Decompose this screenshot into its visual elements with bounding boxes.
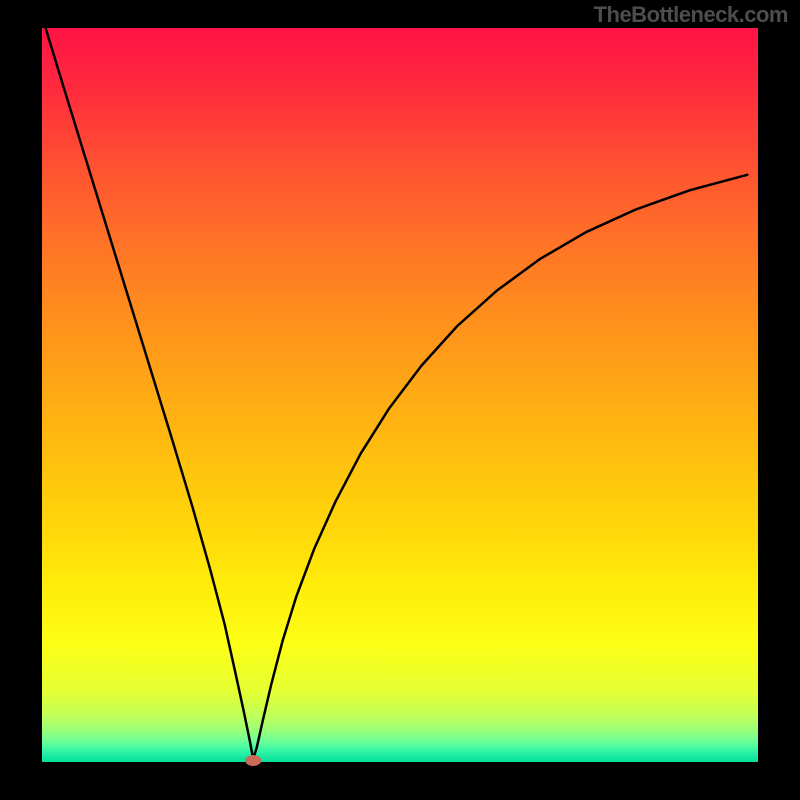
minimum-marker — [245, 755, 261, 766]
bottleneck-chart — [0, 0, 800, 800]
watermark-text: TheBottleneck.com — [594, 2, 788, 28]
chart-stage: TheBottleneck.com — [0, 0, 800, 800]
